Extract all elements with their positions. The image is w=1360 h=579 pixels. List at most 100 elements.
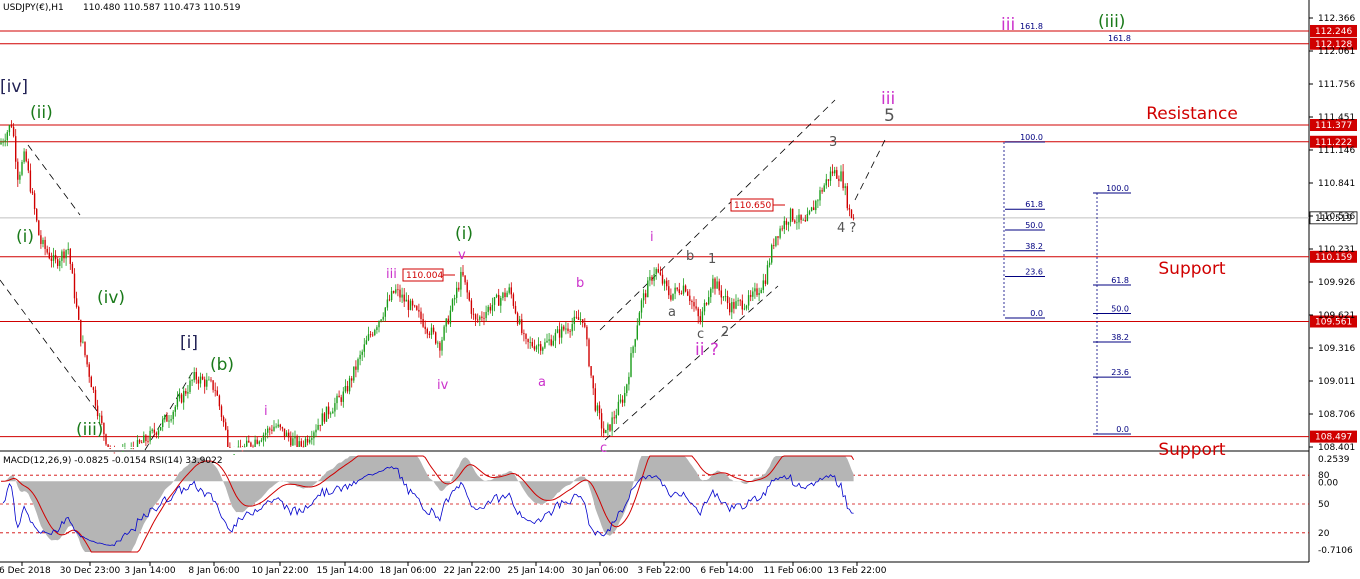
wave-label: 2 <box>721 325 729 340</box>
time-tick-label: 15 Jan 14:00 <box>317 566 374 576</box>
candle-body <box>789 208 792 223</box>
level-price-label: 112.246 <box>1315 27 1352 37</box>
candle-body <box>760 289 762 293</box>
candle-body <box>170 419 172 421</box>
candle-body <box>558 329 561 338</box>
candle-body <box>653 273 655 281</box>
candle-body <box>38 220 40 236</box>
candle-body <box>172 411 174 420</box>
candle-body <box>138 440 141 443</box>
candle-body <box>271 429 273 431</box>
candle-body <box>388 299 391 301</box>
candle-body <box>437 342 439 344</box>
level-price-label: 108.497 <box>1315 433 1352 443</box>
candle-body <box>214 389 216 391</box>
candle-body <box>65 250 67 259</box>
candle-body <box>399 289 401 298</box>
candle-body <box>174 406 176 412</box>
candle-body <box>747 295 750 306</box>
candle-body <box>544 342 546 348</box>
candle-body <box>46 248 48 253</box>
price-tick-label: 112.061 <box>1318 47 1355 57</box>
candle-body <box>743 308 746 310</box>
candle-body <box>674 287 676 294</box>
candle-body <box>554 332 557 341</box>
candle-body <box>485 311 487 319</box>
time-tick-label: 11 Feb 06:00 <box>763 566 822 576</box>
candle-body <box>718 281 720 291</box>
candle-body <box>149 430 151 442</box>
candle-body <box>124 447 126 449</box>
candle-body <box>422 318 424 327</box>
candle-body <box>302 446 305 448</box>
candle-body <box>777 236 779 238</box>
fib-level-label: 161.8 <box>1020 22 1043 31</box>
candle-body <box>634 339 636 347</box>
indicator-readout: MACD(12,26,9) -0.0825 -0.0154 RSI(14) 33… <box>3 456 223 466</box>
candle-body <box>697 308 699 317</box>
candle-body <box>367 334 370 341</box>
candle-body <box>330 413 332 415</box>
wave-label: (i) <box>16 227 34 247</box>
candle-body <box>676 287 678 290</box>
candle-body <box>512 294 515 306</box>
candle-body <box>735 301 737 309</box>
candle-body <box>218 395 221 407</box>
rsi-line <box>2 466 854 547</box>
candle-body <box>416 306 418 310</box>
candle-body <box>260 440 263 442</box>
candle-body <box>164 415 166 420</box>
candle-body <box>823 185 825 192</box>
macd-tick-label: 0.2539 <box>1318 455 1350 465</box>
level-price-box <box>1310 119 1357 132</box>
candle-body <box>90 376 92 388</box>
candle-body <box>701 311 704 323</box>
candle-body <box>573 316 575 325</box>
level-price-box <box>1310 250 1357 263</box>
candle-body <box>632 346 634 354</box>
candle-body <box>439 342 441 351</box>
candle-body <box>710 288 712 298</box>
candle-body <box>94 389 97 406</box>
candle-body <box>516 313 519 324</box>
candle-body <box>151 429 153 431</box>
candle-body <box>109 448 111 449</box>
candle-body <box>262 434 265 441</box>
candle-body <box>306 438 309 443</box>
candle-body <box>483 317 485 319</box>
candle-body <box>590 366 592 376</box>
candle-body <box>311 438 313 440</box>
candle-body <box>210 379 212 381</box>
candle-body <box>365 340 368 345</box>
candle-body <box>426 329 428 334</box>
candle-body <box>52 254 55 261</box>
wave-label: b <box>686 249 694 264</box>
zone-label: Support <box>1158 440 1226 460</box>
candle-body <box>82 341 84 343</box>
wave-label: iv <box>437 378 449 393</box>
candle-body <box>687 291 689 296</box>
candle-body <box>605 430 607 434</box>
candle-body <box>340 397 342 402</box>
candle-body <box>298 441 300 447</box>
candle-body <box>739 300 741 302</box>
candle-body <box>456 287 458 298</box>
rsi-tick-label: 50 <box>1318 500 1330 510</box>
candle-body <box>351 378 353 381</box>
candle-body <box>479 316 481 320</box>
candle-body <box>546 340 548 343</box>
level-price-box <box>1310 24 1357 37</box>
candle-body <box>189 380 191 392</box>
candle-body <box>325 406 328 422</box>
candle-body <box>693 302 695 307</box>
candle-body <box>273 426 275 431</box>
candle-body <box>294 436 296 439</box>
candle-body <box>571 324 573 332</box>
candle-body <box>369 334 372 336</box>
candle-body <box>176 398 179 407</box>
candle-body <box>592 375 594 389</box>
candle-body <box>103 422 105 435</box>
candle-body <box>817 200 819 202</box>
candle-body <box>15 136 17 162</box>
candle-body <box>233 454 235 455</box>
